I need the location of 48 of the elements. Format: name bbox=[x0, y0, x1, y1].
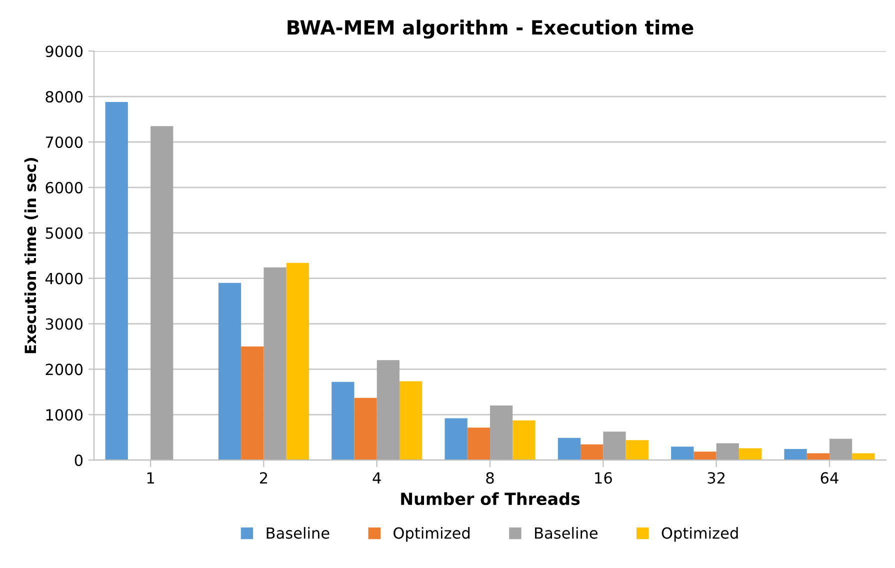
bar bbox=[399, 381, 422, 460]
x-tick-label: 64 bbox=[820, 472, 838, 484]
bar bbox=[467, 428, 490, 460]
bar bbox=[286, 262, 309, 460]
y-tick-label: 0 bbox=[74, 454, 83, 466]
legend-label: Baseline bbox=[266, 526, 330, 539]
bar bbox=[558, 438, 581, 460]
legend-label: Baseline bbox=[535, 526, 598, 539]
bar bbox=[354, 398, 377, 460]
legend-label: Optimized bbox=[394, 526, 470, 542]
y-tick-label: 1000 bbox=[46, 409, 83, 421]
y-tick-label: 3000 bbox=[46, 318, 83, 330]
bar bbox=[264, 267, 286, 460]
y-axis-title: Execution time (in sec) bbox=[24, 158, 38, 354]
y-tick-label: 9000 bbox=[46, 46, 83, 58]
y-tick-label: 7000 bbox=[46, 136, 83, 148]
x-tick-label: 2 bbox=[260, 472, 268, 484]
bar bbox=[580, 444, 604, 460]
y-tick-label: 5000 bbox=[46, 227, 83, 239]
bar bbox=[241, 346, 264, 460]
x-tick-label: 8 bbox=[486, 472, 494, 484]
bar bbox=[444, 418, 468, 460]
bar bbox=[332, 382, 354, 460]
bar bbox=[738, 448, 762, 460]
bar bbox=[512, 420, 536, 460]
x-axis-title: Number of Threads bbox=[401, 492, 580, 506]
bar bbox=[490, 406, 513, 460]
y-tick-label: 8000 bbox=[46, 91, 83, 103]
y-tick-label: 2000 bbox=[46, 364, 83, 376]
x-tick-label: 16 bbox=[595, 472, 612, 484]
bar bbox=[694, 452, 716, 460]
bar bbox=[218, 282, 242, 460]
bar bbox=[671, 446, 694, 460]
x-tick-label: 4 bbox=[372, 472, 381, 484]
bar bbox=[105, 102, 128, 460]
bar bbox=[626, 440, 648, 460]
y-tick-label: 4000 bbox=[45, 272, 83, 284]
x-tick-label: 1 bbox=[147, 472, 154, 484]
chart-title: BWA-MEM algorithm - Execution time bbox=[288, 20, 694, 39]
bar bbox=[603, 432, 626, 460]
y-tick-label: 6000 bbox=[46, 182, 83, 194]
bar bbox=[376, 360, 400, 460]
bar bbox=[150, 126, 174, 460]
bar bbox=[829, 438, 852, 460]
legend-label: Optimized bbox=[662, 526, 738, 542]
x-tick-label: 32 bbox=[708, 472, 725, 484]
bar bbox=[784, 448, 807, 460]
bar bbox=[716, 443, 739, 460]
